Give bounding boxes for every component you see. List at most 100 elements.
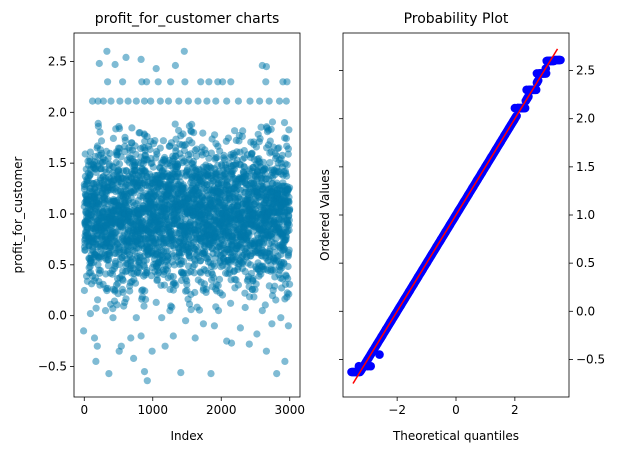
left-data-point [262, 63, 270, 71]
left-data-point [257, 123, 265, 131]
left-data-point [275, 97, 284, 105]
left-data-point [137, 55, 145, 64]
left-y-axis-label: profit_for_customer [11, 156, 25, 273]
left-data-point [231, 127, 239, 135]
right-y-axis: −0.5 0.0 0.5 1.0 1.5 2.0 2.5 [339, 64, 605, 366]
left-data-point [283, 78, 291, 86]
left-data-point [275, 144, 283, 152]
left-data-point [111, 60, 119, 69]
left-data-point [152, 298, 160, 306]
left-data-point [239, 127, 247, 135]
left-data-point [80, 286, 88, 295]
left-data-point [119, 276, 127, 284]
left-data-point [104, 78, 112, 86]
quantile-point [532, 69, 542, 78]
right-x-axis: −2 0 2 [388, 397, 519, 417]
left-data-point [147, 97, 155, 105]
left-data-point [223, 97, 231, 105]
left-chart-title: profit_for_customer charts [95, 11, 280, 27]
right-y-tick-label: 1.5 [576, 160, 595, 174]
left-x-tick-label: 0 [80, 403, 88, 417]
quantile-point [522, 85, 531, 95]
left-data-point [115, 125, 124, 133]
left-data-point [131, 142, 139, 150]
left-data-point [142, 295, 150, 304]
left-data-point [240, 163, 248, 171]
left-data-point [113, 301, 121, 309]
left-data-point [211, 131, 219, 139]
right-y-tick-label: 0.0 [576, 304, 595, 318]
left-y-tick-label: 0.5 [48, 258, 67, 272]
left-data-point [119, 78, 127, 86]
left-y-tick-label: 0.0 [48, 309, 67, 323]
right-chart-title: Probability Plot [404, 11, 509, 27]
left-data-point [96, 128, 104, 136]
left-data-point [116, 97, 124, 105]
left-data-point [148, 347, 156, 355]
left-data-point [252, 280, 260, 288]
left-data-point [172, 281, 180, 289]
left-data-point [96, 266, 105, 275]
left-data-point [121, 298, 129, 306]
left-data-point [190, 129, 198, 137]
left-data-point [253, 330, 261, 338]
right-y-tick-label: 2.5 [576, 64, 595, 78]
left-x-tick-label: 1000 [137, 403, 168, 417]
left-data-point [88, 97, 97, 105]
left-data-point [246, 97, 254, 105]
left-data-point [284, 150, 292, 158]
left-data-point [140, 302, 148, 310]
left-data-point [227, 299, 235, 307]
left-data-point [154, 78, 162, 86]
left-data-point [256, 97, 264, 105]
left-data-point [284, 145, 292, 153]
left-data-point [285, 184, 294, 192]
left-data-point [181, 78, 189, 86]
left-data-point [188, 120, 196, 128]
left-data-point [190, 269, 198, 277]
left-data-point [103, 47, 111, 55]
left-data-point [199, 320, 207, 328]
left-data-point [159, 137, 167, 145]
quantile-point [375, 350, 384, 359]
right-y-tick-label: 1.0 [576, 208, 595, 222]
left-data-point [252, 143, 260, 151]
left-data-point [281, 357, 289, 365]
left-data-point [207, 149, 215, 157]
left-data-point [143, 78, 151, 86]
left-data-point [284, 322, 292, 330]
left-data-point [109, 134, 117, 142]
left-data-point [156, 97, 164, 105]
left-y-tick-label: −0.5 [38, 359, 67, 373]
right-y-tick-label: 0.5 [576, 256, 595, 270]
left-data-point [256, 135, 264, 143]
left-chart-points [80, 47, 294, 385]
left-x-tick-label: 2000 [206, 403, 237, 417]
left-data-point [90, 334, 99, 342]
left-data-point [265, 97, 273, 105]
left-data-point [179, 130, 187, 138]
right-x-tick-label: −2 [388, 403, 406, 417]
left-data-point [192, 152, 201, 160]
left-data-point [146, 145, 154, 154]
left-data-point [268, 320, 276, 328]
left-data-point [214, 307, 223, 315]
left-data-point [94, 261, 102, 269]
left-data-point [153, 276, 161, 284]
left-y-tick-label: 2.5 [48, 54, 67, 68]
left-data-point [115, 160, 124, 168]
left-data-point [140, 368, 149, 376]
left-data-point [177, 369, 185, 377]
left-data-point [202, 285, 210, 293]
left-data-point [248, 149, 256, 157]
left-chart: profit_for_customer charts 0 1000 2000 3000… [11, 11, 305, 443]
left-data-point [238, 132, 246, 140]
left-data-point [197, 78, 205, 86]
fit-line [352, 48, 559, 384]
left-data-point [121, 136, 129, 144]
left-data-point [195, 306, 204, 314]
left-data-point [278, 151, 286, 159]
left-data-point [163, 267, 172, 275]
left-data-point [149, 163, 157, 171]
left-y-axis: −0.5 0.0 0.5 1.0 1.5 2.0 2.5 [38, 54, 74, 373]
